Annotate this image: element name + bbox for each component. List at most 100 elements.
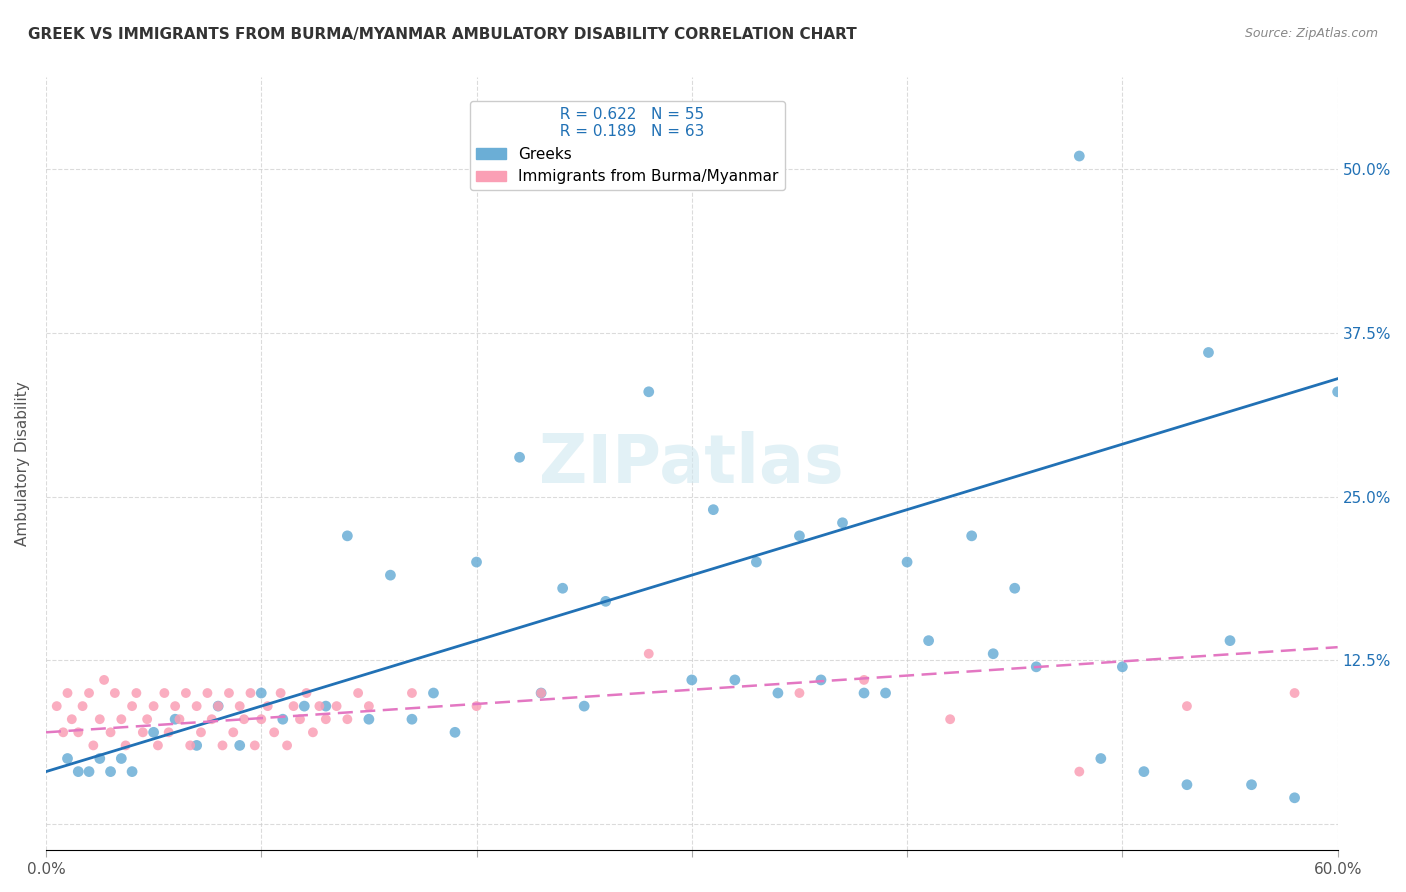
Immigrants from Burma/Myanmar	[530, 686, 553, 700]
Immigrants from Burma/Myanmar	[174, 686, 197, 700]
Greeks	[1090, 751, 1112, 765]
Greeks	[1240, 778, 1263, 792]
Immigrants from Burma/Myanmar	[77, 686, 100, 700]
Immigrants from Burma/Myanmar	[207, 699, 229, 714]
Immigrants from Burma/Myanmar	[121, 699, 143, 714]
Greeks	[110, 751, 132, 765]
Immigrants from Burma/Myanmar	[93, 673, 115, 687]
Immigrants from Burma/Myanmar	[302, 725, 325, 739]
Greeks	[315, 699, 337, 714]
Immigrants from Burma/Myanmar	[1175, 699, 1198, 714]
Immigrants from Burma/Myanmar	[82, 739, 104, 753]
Greeks	[1326, 384, 1348, 399]
Immigrants from Burma/Myanmar	[60, 712, 83, 726]
Text: ZIPatlas: ZIPatlas	[540, 431, 844, 497]
Immigrants from Burma/Myanmar	[1069, 764, 1091, 779]
Greeks	[100, 764, 122, 779]
Immigrants from Burma/Myanmar	[789, 686, 811, 700]
Legend: Greeks, Immigrants from Burma/Myanmar: Greeks, Immigrants from Burma/Myanmar	[470, 101, 785, 190]
Greeks	[1133, 764, 1156, 779]
Greeks	[1175, 778, 1198, 792]
Greeks	[228, 739, 250, 753]
Immigrants from Burma/Myanmar	[190, 725, 212, 739]
Greeks	[357, 712, 380, 726]
Greeks	[702, 502, 724, 516]
Text: Source: ZipAtlas.com: Source: ZipAtlas.com	[1244, 27, 1378, 40]
Greeks	[637, 384, 659, 399]
Greeks	[530, 686, 553, 700]
Immigrants from Burma/Myanmar	[315, 712, 337, 726]
Immigrants from Burma/Myanmar	[939, 712, 962, 726]
Immigrants from Burma/Myanmar	[256, 699, 278, 714]
Greeks	[165, 712, 187, 726]
Immigrants from Burma/Myanmar	[186, 699, 208, 714]
Immigrants from Burma/Myanmar	[222, 725, 245, 739]
Greeks	[875, 686, 897, 700]
Greeks	[572, 699, 595, 714]
Greeks	[1111, 660, 1133, 674]
Greeks	[56, 751, 79, 765]
Greeks	[67, 764, 90, 779]
Greeks	[465, 555, 488, 569]
Greeks	[401, 712, 423, 726]
Immigrants from Burma/Myanmar	[110, 712, 132, 726]
Greeks	[271, 712, 294, 726]
Greeks	[77, 764, 100, 779]
Immigrants from Burma/Myanmar	[72, 699, 94, 714]
Immigrants from Burma/Myanmar	[239, 686, 262, 700]
Greeks	[853, 686, 876, 700]
Immigrants from Burma/Myanmar	[250, 712, 273, 726]
Greeks	[89, 751, 111, 765]
Immigrants from Burma/Myanmar	[169, 712, 191, 726]
Immigrants from Burma/Myanmar	[228, 699, 250, 714]
Immigrants from Burma/Myanmar	[165, 699, 187, 714]
Immigrants from Burma/Myanmar	[197, 686, 219, 700]
Greeks	[745, 555, 768, 569]
Immigrants from Burma/Myanmar	[45, 699, 67, 714]
Greeks	[142, 725, 165, 739]
Immigrants from Burma/Myanmar	[357, 699, 380, 714]
Greeks	[724, 673, 747, 687]
Immigrants from Burma/Myanmar	[136, 712, 159, 726]
Immigrants from Burma/Myanmar	[276, 739, 298, 753]
Immigrants from Burma/Myanmar	[243, 739, 266, 753]
Immigrants from Burma/Myanmar	[52, 725, 75, 739]
Greeks	[917, 633, 939, 648]
Greeks	[1025, 660, 1047, 674]
Immigrants from Burma/Myanmar	[56, 686, 79, 700]
Immigrants from Burma/Myanmar	[637, 647, 659, 661]
Immigrants from Burma/Myanmar	[853, 673, 876, 687]
Immigrants from Burma/Myanmar	[288, 712, 311, 726]
Greeks	[896, 555, 918, 569]
Greeks	[1219, 633, 1241, 648]
Immigrants from Burma/Myanmar	[401, 686, 423, 700]
Greeks	[422, 686, 444, 700]
Greeks	[831, 516, 853, 530]
Immigrants from Burma/Myanmar	[179, 739, 201, 753]
Greeks	[981, 647, 1004, 661]
Immigrants from Burma/Myanmar	[125, 686, 148, 700]
Immigrants from Burma/Myanmar	[233, 712, 256, 726]
Greeks	[1198, 345, 1220, 359]
Immigrants from Burma/Myanmar	[67, 725, 90, 739]
Greeks	[336, 529, 359, 543]
Immigrants from Burma/Myanmar	[146, 739, 169, 753]
Greeks	[595, 594, 617, 608]
Greeks	[444, 725, 467, 739]
Immigrants from Burma/Myanmar	[153, 686, 176, 700]
Immigrants from Burma/Myanmar	[465, 699, 488, 714]
Immigrants from Burma/Myanmar	[104, 686, 127, 700]
Greeks	[1069, 149, 1091, 163]
Greeks	[1004, 581, 1026, 595]
Text: GREEK VS IMMIGRANTS FROM BURMA/MYANMAR AMBULATORY DISABILITY CORRELATION CHART: GREEK VS IMMIGRANTS FROM BURMA/MYANMAR A…	[28, 27, 856, 42]
Immigrants from Burma/Myanmar	[218, 686, 240, 700]
Greeks	[960, 529, 983, 543]
Greeks	[207, 699, 229, 714]
Immigrants from Burma/Myanmar	[347, 686, 370, 700]
Immigrants from Burma/Myanmar	[132, 725, 155, 739]
Immigrants from Burma/Myanmar	[295, 686, 318, 700]
Greeks	[789, 529, 811, 543]
Immigrants from Burma/Myanmar	[1284, 686, 1306, 700]
Greeks	[250, 686, 273, 700]
Greeks	[766, 686, 789, 700]
